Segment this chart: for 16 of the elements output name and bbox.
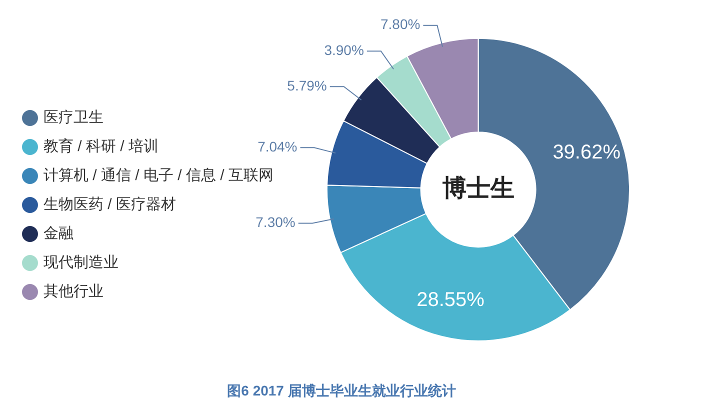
legend-label: 医疗卫生 bbox=[44, 109, 104, 126]
data-label: 7.30% bbox=[256, 214, 296, 230]
data-label: 3.90% bbox=[324, 42, 364, 58]
data-label: 39.62% bbox=[552, 141, 621, 164]
legend-label: 计算机 / 通信 / 电子 / 信息 / 互联网 bbox=[44, 167, 274, 184]
legend-label: 其他行业 bbox=[44, 283, 104, 300]
legend-label: 现代制造业 bbox=[44, 254, 118, 272]
legend-label: 金融 bbox=[44, 225, 74, 242]
text: 博士生 bbox=[441, 175, 514, 202]
data-label: 28.55% bbox=[416, 289, 485, 312]
data-label: 7.80% bbox=[380, 16, 420, 32]
legend-label: 教育 / 科研 / 培训 bbox=[44, 138, 159, 156]
data-label: 5.79% bbox=[287, 78, 327, 94]
text: 图6 2017 届博士毕业生就业行业统计 bbox=[227, 382, 456, 398]
data-label: 7.04% bbox=[258, 138, 298, 154]
legend-label: 生物医药 / 医疗器材 bbox=[44, 196, 176, 214]
